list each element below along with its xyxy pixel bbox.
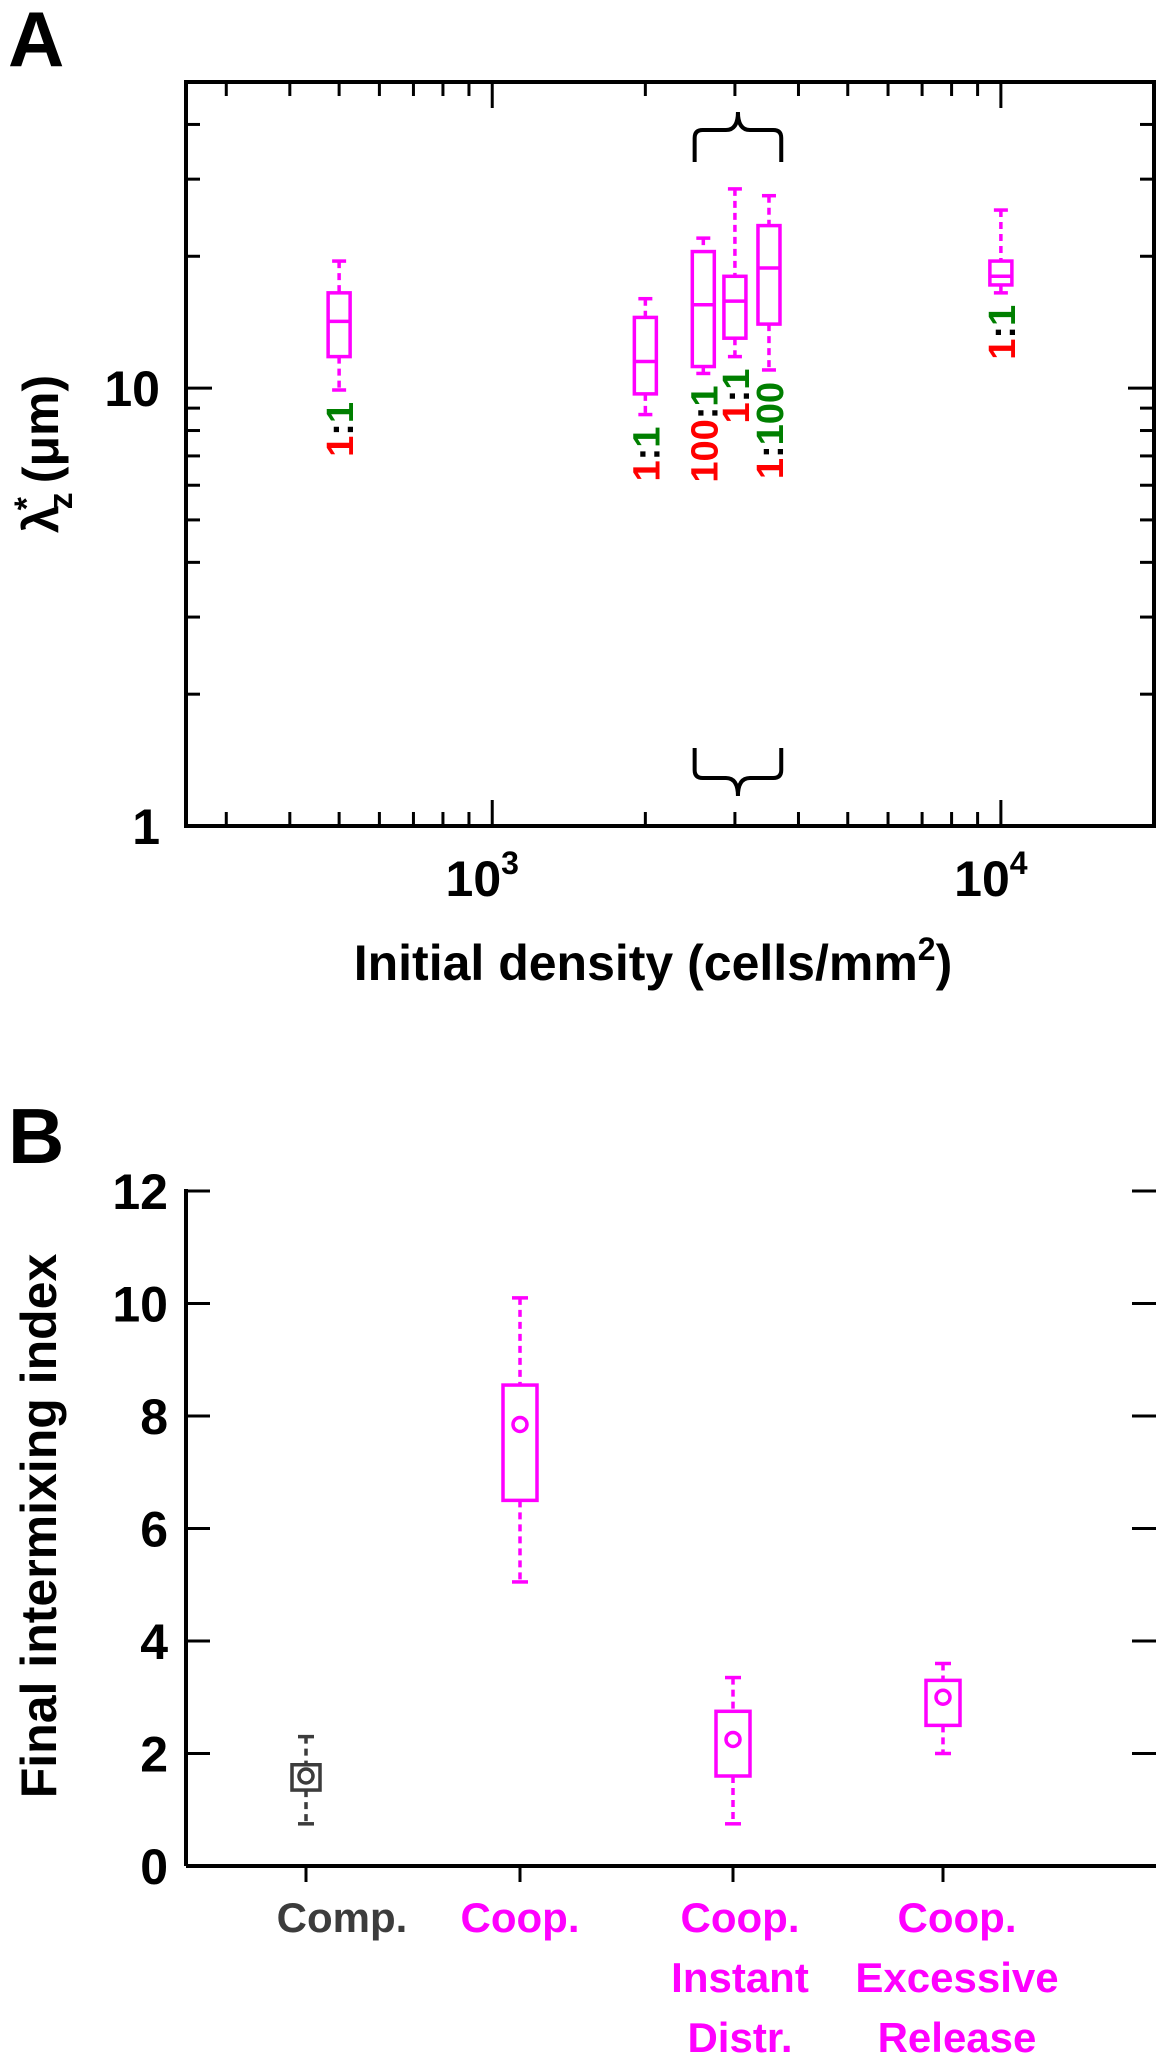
category-label-1-line-0: Coop. bbox=[461, 1894, 580, 1941]
iqr-box bbox=[988, 259, 1014, 287]
mean-marker bbox=[511, 1415, 529, 1434]
ratio-label-4: 1:100 bbox=[750, 382, 792, 479]
panel-a-boxes bbox=[326, 187, 1014, 417]
iqr-box bbox=[501, 1383, 539, 1503]
box-2 bbox=[714, 1675, 752, 1826]
panel-b: B 0 2 4 6 8 10 12 Comp. Coop. Coop. Instant Distr.… bbox=[8, 1092, 1156, 2058]
iqr-box bbox=[326, 291, 352, 359]
ratio-label-2: 100:1 bbox=[684, 385, 726, 482]
panel-a-tick-labels: 103 104 1 10 bbox=[104, 361, 1027, 907]
y-tick-label: 0 bbox=[140, 1839, 168, 1895]
panel-a-frame bbox=[184, 80, 1156, 828]
category-label-2-line-1: Instant bbox=[671, 1954, 809, 2001]
category-label-2-line-2: Distr. bbox=[687, 2014, 792, 2058]
panel-a-ylabel: λz* (μm) bbox=[8, 375, 80, 533]
panel-b-category-labels: Comp. Coop. Coop. Instant Distr. Coop. Excessi… bbox=[277, 1894, 1059, 2058]
x-tick-label: 104 bbox=[954, 845, 1028, 907]
panel-a-xlabel: Initial density (cells/mm2) bbox=[354, 931, 953, 991]
ratio-label-3: 1:1 bbox=[716, 369, 758, 424]
top-brace bbox=[692, 111, 784, 162]
panel-b-boxes bbox=[290, 1296, 962, 1826]
category-label-2-line-0: Coop. bbox=[681, 1894, 800, 1941]
mean-marker bbox=[724, 1730, 742, 1749]
iqr-box bbox=[722, 274, 748, 340]
panel-b-axes bbox=[184, 1189, 1156, 1882]
category-label-3-line-1: Excessive bbox=[855, 1954, 1058, 2001]
iqr-box bbox=[756, 223, 782, 326]
y-tick-label: 10 bbox=[104, 361, 160, 417]
box-0 bbox=[290, 1734, 322, 1826]
iqr-box bbox=[924, 1678, 962, 1728]
y-tick-label: 1 bbox=[132, 799, 160, 855]
box-1 bbox=[632, 296, 659, 417]
box-3 bbox=[924, 1661, 962, 1756]
y-tick-label: 10 bbox=[112, 1277, 168, 1333]
ratio-label-5: 1:1 bbox=[982, 305, 1024, 360]
ratio-label-1: 1:1 bbox=[626, 427, 668, 482]
y-tick-label: 2 bbox=[140, 1727, 168, 1783]
panel-b-tick-labels: 0 2 4 6 8 10 12 bbox=[112, 1164, 168, 1895]
box-2 bbox=[690, 236, 717, 376]
iqr-box bbox=[690, 249, 717, 369]
panel-a-braces bbox=[692, 111, 784, 797]
box-1 bbox=[501, 1296, 539, 1584]
mean-marker bbox=[297, 1767, 315, 1785]
box-3 bbox=[722, 187, 748, 359]
y-tick-label: 12 bbox=[112, 1164, 168, 1220]
y-tick-label: 8 bbox=[140, 1389, 168, 1445]
panel-b-ylabel: Final intermixing index bbox=[11, 1254, 67, 1799]
x-tick-label: 103 bbox=[446, 845, 519, 907]
y-tick-label: 6 bbox=[140, 1502, 168, 1558]
category-label-0-line-0: Comp. bbox=[277, 1894, 408, 1941]
iqr-box bbox=[632, 315, 659, 396]
box-4 bbox=[756, 193, 782, 372]
iqr-box bbox=[290, 1763, 322, 1792]
category-label-3-line-0: Coop. bbox=[898, 1894, 1017, 1941]
box-0 bbox=[326, 259, 352, 392]
y-tick-label: 4 bbox=[140, 1614, 168, 1670]
panel-a-ticks bbox=[186, 82, 1156, 828]
category-label-3-line-2: Release bbox=[878, 2014, 1037, 2058]
bottom-brace bbox=[692, 748, 784, 797]
mean-marker bbox=[934, 1688, 952, 1706]
ratio-label-0: 1:1 bbox=[320, 402, 362, 457]
panel-a-label: A bbox=[8, 0, 64, 83]
iqr-box bbox=[714, 1709, 752, 1778]
panel-b-label: B bbox=[8, 1092, 64, 1180]
box-5 bbox=[988, 208, 1014, 295]
